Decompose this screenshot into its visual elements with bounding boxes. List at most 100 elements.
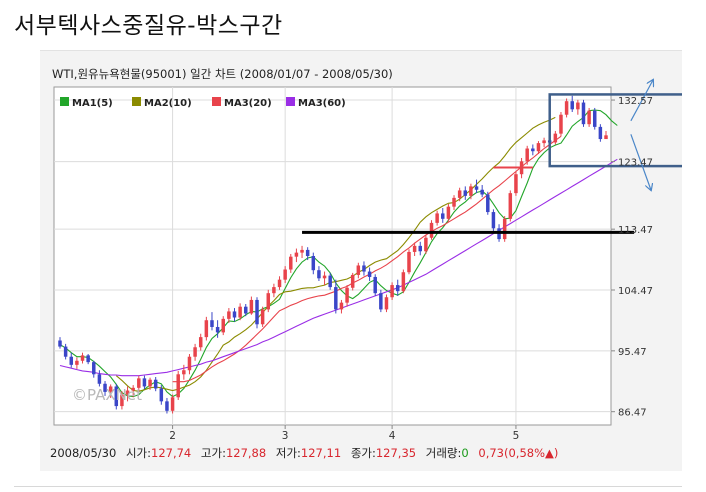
arrow-up: [630, 80, 653, 122]
candle-body: [232, 311, 237, 318]
candle-body: [300, 249, 304, 253]
footer-date: 2008/05/30: [50, 446, 116, 460]
legend-label: MA1(5): [72, 98, 113, 109]
candle-body: [92, 362, 96, 375]
candle-body: [142, 378, 147, 387]
arrow-down: [630, 134, 651, 189]
candle-body: [215, 326, 220, 333]
candle-body: [58, 340, 62, 347]
footer-high-label: 고가:: [201, 446, 226, 460]
candle-body: [502, 218, 507, 240]
box-range: [548, 93, 706, 168]
chart-title: WTI,원유뉴욕현물(95001) 일간 차트 (2008/01/07 - 20…: [52, 67, 393, 81]
legend-swatch: [286, 97, 295, 106]
candle-body: [227, 311, 231, 319]
footer-close-value: 127,35: [376, 446, 416, 460]
footer-close-label: 종가:: [351, 446, 376, 460]
legend-swatch: [60, 97, 69, 106]
y-tick-label: 95.47: [618, 347, 647, 358]
candle-body: [463, 190, 468, 196]
candlestick-chart: WTI,원유뉴욕현물(95001) 일간 차트 (2008/01/07 - 20…: [50, 67, 706, 460]
candle-body: [367, 271, 372, 277]
candle-body: [266, 293, 271, 310]
candle-body: [182, 370, 186, 375]
candle-body: [345, 287, 349, 303]
x-axis-ticks: 2 3 4 5: [169, 425, 519, 442]
candle-body: [407, 251, 411, 273]
x-tick-label: 5: [513, 430, 520, 442]
candle-body: [317, 270, 321, 279]
candle-body: [441, 213, 445, 219]
candle-body: [322, 275, 327, 279]
annotations: [302, 80, 706, 234]
candle-body: [491, 212, 496, 229]
candle-body: [604, 135, 608, 140]
bottom-divider: [14, 486, 682, 487]
candle-body: [159, 388, 164, 402]
candle-body: [486, 194, 490, 213]
candle-body: [418, 245, 422, 252]
footer-open-value: 127,74: [151, 446, 191, 460]
candle-body: [153, 379, 158, 389]
footer-volume-value: 0: [461, 446, 468, 460]
x-tick-label: 4: [389, 430, 396, 442]
candle-body: [187, 356, 192, 371]
candle-body: [97, 374, 102, 384]
footer-change-value: 0,73(0,58%▲): [478, 446, 558, 460]
candle-body: [542, 140, 546, 144]
y-tick-label: 104.47: [618, 286, 653, 297]
candle-body: [221, 318, 225, 333]
candle-body: [80, 355, 85, 361]
candle-body: [294, 252, 299, 257]
candle-body: [576, 102, 580, 110]
x-tick-label: 2: [169, 430, 176, 442]
legend: MA1(5) MA2(10) MA3(20) MA3(60): [60, 97, 346, 109]
candle-body: [457, 190, 462, 198]
candle-body: [137, 378, 141, 388]
candle-body: [446, 206, 451, 219]
page-title: 서부텍사스중질유-박스구간: [14, 13, 283, 39]
candle-body: [238, 306, 242, 318]
candle-body: [474, 186, 479, 190]
candle-body: [334, 287, 338, 310]
candle-body: [452, 197, 456, 207]
candle-body: [283, 269, 287, 280]
candle-body: [390, 285, 394, 298]
candle-body: [592, 110, 597, 127]
candle-body: [204, 320, 209, 338]
candle-body: [210, 320, 214, 327]
chart-panel: WTI,원유뉴욕현물(95001) 일간 차트 (2008/01/07 - 20…: [40, 50, 706, 471]
candle-body: [108, 386, 113, 392]
legend-swatch: [212, 97, 221, 106]
candle-body: [514, 174, 518, 194]
candle-body: [350, 274, 355, 288]
ma-line: [59, 158, 618, 377]
candle-body: [525, 148, 529, 162]
candle-body: [311, 256, 316, 271]
legend-label: MA3(20): [224, 98, 272, 109]
candle-body: [401, 272, 406, 292]
candle-body: [395, 285, 400, 292]
candle-body: [598, 126, 603, 140]
candle-body: [170, 397, 175, 411]
y-tick-label: 123.47: [618, 158, 653, 169]
footer-open-label: 시가:: [126, 446, 151, 460]
candle-body: [508, 193, 513, 219]
candle-body: [69, 356, 74, 365]
footer-volume-label: 거래량:: [426, 446, 462, 460]
candle-body: [384, 297, 389, 310]
candle-body: [480, 189, 484, 195]
candle-body: [412, 245, 417, 252]
footer-high-value: 127,88: [226, 446, 266, 460]
footer-low-value: 127,11: [301, 446, 341, 460]
y-tick-label: 86.47: [618, 408, 647, 419]
candle-body: [587, 110, 591, 125]
legend-swatch: [132, 97, 141, 106]
candle-body: [176, 374, 180, 398]
footer-ohlc: 2008/05/30 시가:127,74 고가:127,88 저가:127,11…: [50, 446, 558, 460]
legend-label: MA3(60): [298, 98, 346, 109]
candle-body: [379, 293, 383, 310]
x-tick-label: 3: [282, 430, 289, 442]
plot-area: [53, 86, 612, 426]
candle-body: [305, 249, 310, 256]
